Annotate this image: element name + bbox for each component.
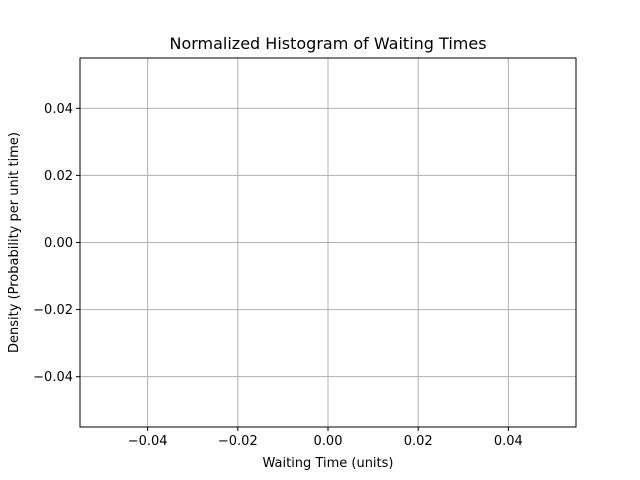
x-axis-label: Waiting Time (units) xyxy=(263,456,394,471)
y-tick-label: 0.04 xyxy=(44,102,73,117)
x-tick-label: 0.04 xyxy=(494,434,523,449)
y-axis-ticks: −0.04 −0.02 0.00 0.02 0.04 xyxy=(33,102,80,385)
y-tick-label: −0.02 xyxy=(33,303,73,318)
x-tick-label: −0.02 xyxy=(218,434,258,449)
chart-title: Normalized Histogram of Waiting Times xyxy=(169,34,486,53)
x-tick-label: 0.02 xyxy=(404,434,433,449)
y-axis-label: Density (Probability per unit time) xyxy=(7,132,22,353)
x-tick-label: −0.04 xyxy=(128,434,168,449)
x-axis-ticks: −0.04 −0.02 0.00 0.02 0.04 xyxy=(128,427,523,449)
y-tick-label: 0.00 xyxy=(44,236,73,251)
grid-lines xyxy=(80,58,576,427)
y-tick-label: 0.02 xyxy=(44,169,73,184)
x-tick-label: 0.00 xyxy=(314,434,343,449)
y-tick-label: −0.04 xyxy=(33,370,73,385)
